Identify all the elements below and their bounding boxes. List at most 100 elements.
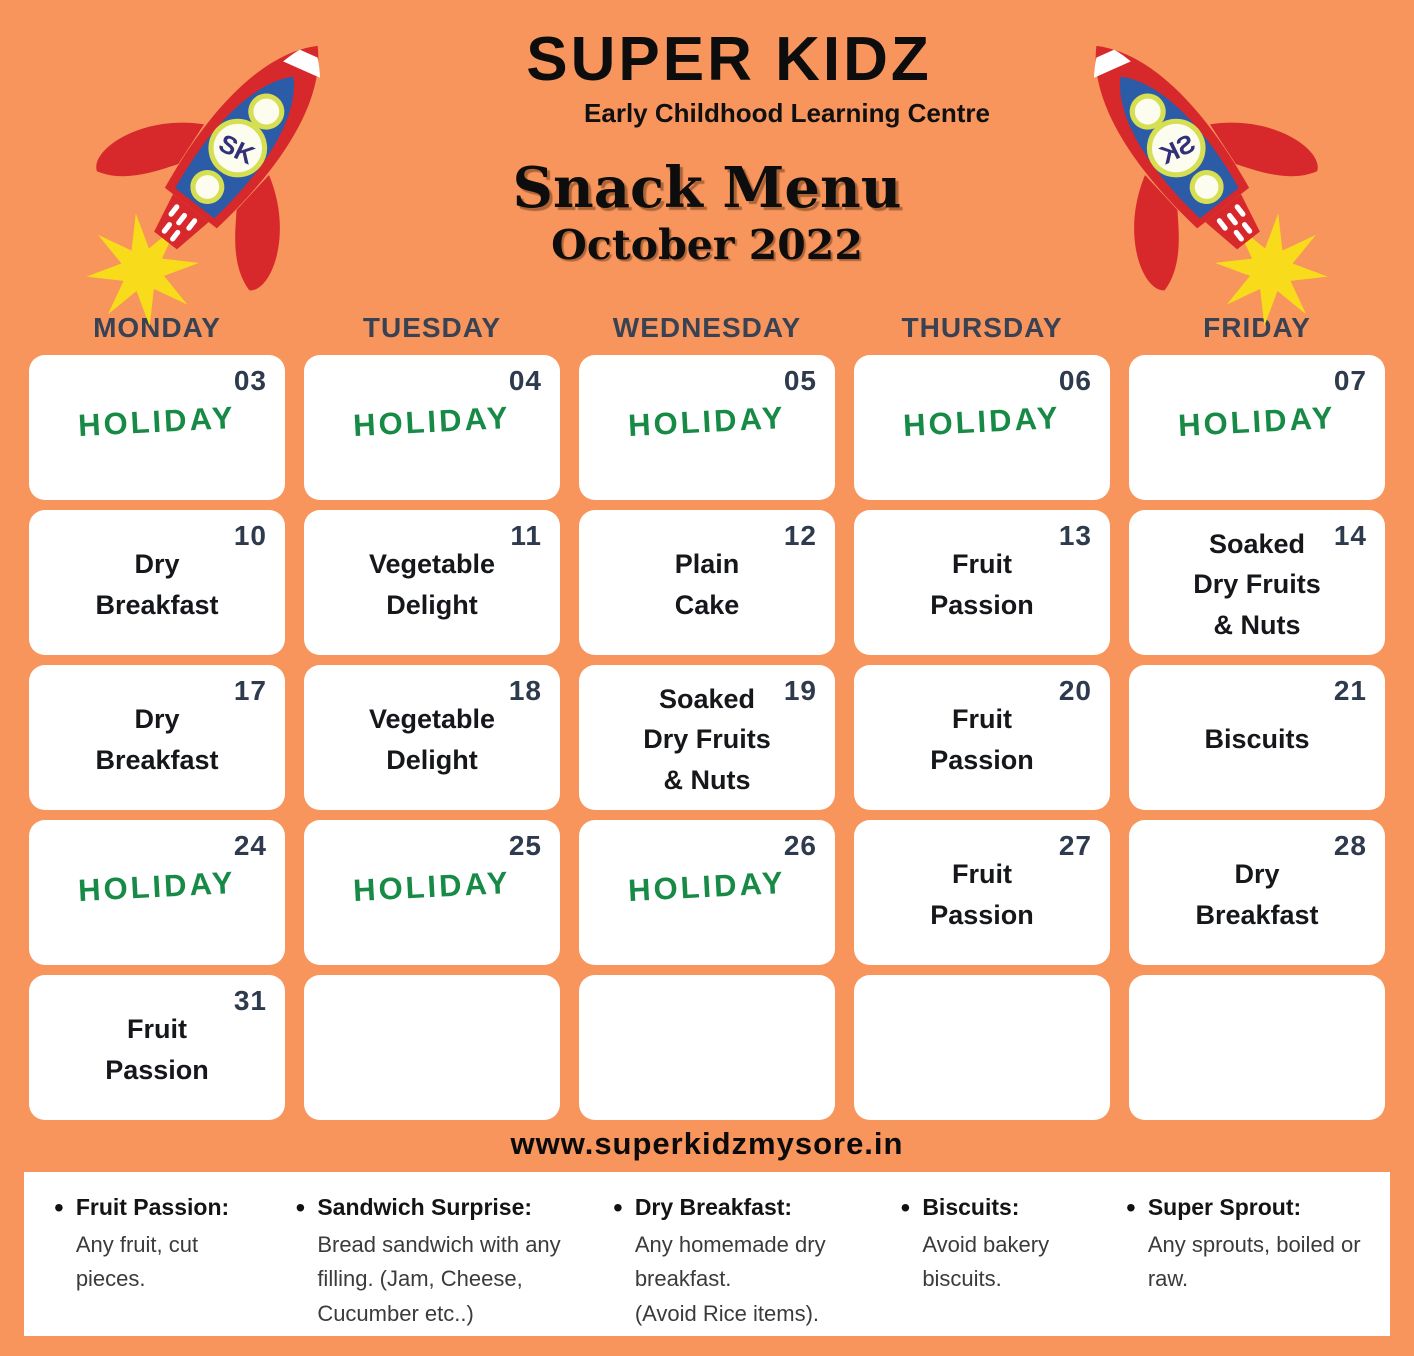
cell-label: Dry Breakfast	[95, 549, 219, 620]
cell-label: HOLIDAY	[352, 400, 512, 444]
legend-term: Dry Breakfast:	[634, 1194, 793, 1220]
legend-definition: Any sprouts, boiled or raw.	[1147, 1231, 1361, 1292]
cell-label: Vegetable Delight	[368, 549, 496, 620]
calendar-cell: 20 Fruit Passion	[854, 665, 1110, 810]
header-text: SUPER KIDZ Early Childhood Learning Cent…	[0, 24, 1414, 269]
cell-date: 14	[1333, 520, 1367, 551]
bullet-icon: •	[295, 1192, 306, 1223]
cell-label: Fruit Passion	[105, 1014, 209, 1085]
calendar-cell: 04 HOLIDAY	[304, 355, 560, 500]
calendar-cell	[854, 975, 1110, 1120]
cell-label: Soaked Dry Fruits & Nuts	[643, 683, 771, 795]
cell-date: 04	[508, 365, 542, 396]
cell-date: 03	[233, 365, 267, 396]
calendar-cell	[304, 975, 560, 1120]
calendar-cell: 13 Fruit Passion	[854, 510, 1110, 655]
cell-label: Plain Cake	[674, 549, 740, 620]
cell-label: HOLIDAY	[77, 400, 237, 444]
cell-label: HOLIDAY	[627, 400, 787, 444]
cell-label: HOLIDAY	[352, 865, 512, 909]
legend-term: Super Sprout:	[1147, 1194, 1302, 1220]
legend-panel: • Fruit Passion: Any fruit, cut pieces. • Sa…	[24, 1172, 1390, 1336]
cell-date: 20	[1058, 675, 1092, 706]
calendar-cell: 11 Vegetable Delight	[304, 510, 560, 655]
page-title: Snack Menu	[512, 155, 902, 221]
legend-item: • Super Sprout: Any sprouts, boiled or raw…	[1126, 1190, 1364, 1336]
cell-label: Fruit Passion	[930, 859, 1034, 930]
calendar-cell: 14 Soaked Dry Fruits & Nuts	[1129, 510, 1385, 655]
calendar-cell	[579, 975, 835, 1120]
cell-date: 06	[1058, 365, 1092, 396]
calendar-cell: 21 Biscuits	[1129, 665, 1385, 810]
bullet-icon: •	[613, 1192, 623, 1223]
calendar-cell: 19 Soaked Dry Fruits & Nuts	[579, 665, 835, 810]
cell-label: Fruit Passion	[930, 549, 1034, 620]
legend-item: • Biscuits: Avoid bakery biscuits.	[901, 1190, 1097, 1336]
cell-label: Dry Breakfast	[1195, 859, 1319, 930]
cell-date: 13	[1058, 520, 1092, 551]
weekday-label: WEDNESDAY	[612, 311, 802, 343]
website-url: www.superkidzmysore.in	[510, 1126, 904, 1161]
brand-title: SUPER KIDZ	[526, 25, 932, 94]
weekday-label: THURSDAY	[901, 311, 1063, 343]
cell-date: 25	[508, 830, 542, 861]
weekday-header-row: MONDAY TUESDAY WEDNESDAY THURSDAY FRIDAY	[0, 300, 1414, 355]
legend-term: Sandwich Surprise:	[317, 1194, 533, 1220]
cell-label: HOLIDAY	[1177, 400, 1337, 444]
cell-date: 12	[783, 520, 817, 551]
legend-item: • Sandwich Surprise: Bread sandwich with a…	[296, 1190, 584, 1336]
calendar-cell: 28 Dry Breakfast	[1129, 820, 1385, 965]
cell-label: HOLIDAY	[77, 865, 237, 909]
cell-label: HOLIDAY	[627, 865, 787, 909]
header: SUPER KIDZ Early Childhood Learning Cent…	[0, 0, 1414, 300]
legend-item: • Dry Breakfast: Any homemade dry breakfas…	[613, 1190, 871, 1336]
cell-date: 18	[508, 675, 542, 706]
cell-label: Dry Breakfast	[95, 704, 219, 775]
calendar-cell: 18 Vegetable Delight	[304, 665, 560, 810]
calendar-cell: 03 HOLIDAY	[29, 355, 285, 500]
weekday-label: MONDAY	[93, 311, 221, 343]
legend-term: Fruit Passion:	[75, 1194, 230, 1220]
legend-definition: Any fruit, cut pieces.	[75, 1231, 199, 1292]
cell-date: 21	[1333, 675, 1367, 706]
bullet-icon: •	[900, 1192, 911, 1223]
cell-date: 07	[1333, 365, 1367, 396]
legend-item: • Fruit Passion: Any fruit, cut pieces.	[54, 1190, 266, 1336]
legend-term: Biscuits:	[922, 1194, 1020, 1220]
cell-date: 19	[783, 675, 817, 706]
cell-date: 24	[233, 830, 267, 861]
legend-definition: Bread sandwich with any filling. (Jam, C…	[317, 1231, 561, 1327]
calendar-cell: 12 Plain Cake	[579, 510, 835, 655]
calendar-cell: 07 HOLIDAY	[1129, 355, 1385, 500]
legend-definition: Any homemade dry breakfast. (Avoid Rice …	[634, 1231, 826, 1327]
calendar-cell: 24 HOLIDAY	[29, 820, 285, 965]
bullet-icon: •	[1126, 1192, 1136, 1223]
calendar-grid: 03 HOLIDAY 04 HOLIDAY 05 HOLIDAY 06 HOLIDAY 07 HO…	[0, 355, 1414, 1120]
legend-definition: Avoid bakery biscuits.	[922, 1231, 1050, 1292]
calendar-cell: 25 HOLIDAY	[304, 820, 560, 965]
cell-date: 31	[233, 985, 267, 1016]
page-subtitle: October 2022	[551, 221, 863, 269]
calendar-cell: 17 Dry Breakfast	[29, 665, 285, 810]
calendar-cell: 31 Fruit Passion	[29, 975, 285, 1120]
brand-tagline: Early Childhood Learning Centre	[584, 98, 990, 128]
cell-date: 28	[1333, 830, 1367, 861]
calendar-cell: 05 HOLIDAY	[579, 355, 835, 500]
bullet-icon: •	[54, 1192, 64, 1223]
cell-date: 10	[233, 520, 267, 551]
cell-label: HOLIDAY	[902, 400, 1062, 444]
cell-date: 05	[783, 365, 817, 396]
cell-label: Soaked Dry Fruits & Nuts	[1193, 528, 1321, 640]
cell-label: Vegetable Delight	[368, 704, 496, 775]
calendar-cell: 10 Dry Breakfast	[29, 510, 285, 655]
calendar-cell: 26 HOLIDAY	[579, 820, 835, 965]
cell-date: 11	[510, 520, 542, 551]
calendar-cell: 06 HOLIDAY	[854, 355, 1110, 500]
calendar-cell	[1129, 975, 1385, 1120]
weekday-label: TUESDAY	[362, 311, 502, 343]
cell-date: 17	[233, 675, 267, 706]
calendar-cell: 27 Fruit Passion	[854, 820, 1110, 965]
cell-label: Fruit Passion	[930, 704, 1034, 775]
cell-label: Biscuits	[1204, 724, 1310, 755]
